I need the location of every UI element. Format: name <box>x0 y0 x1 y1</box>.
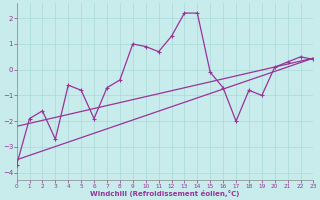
X-axis label: Windchill (Refroidissement éolien,°C): Windchill (Refroidissement éolien,°C) <box>90 190 240 197</box>
